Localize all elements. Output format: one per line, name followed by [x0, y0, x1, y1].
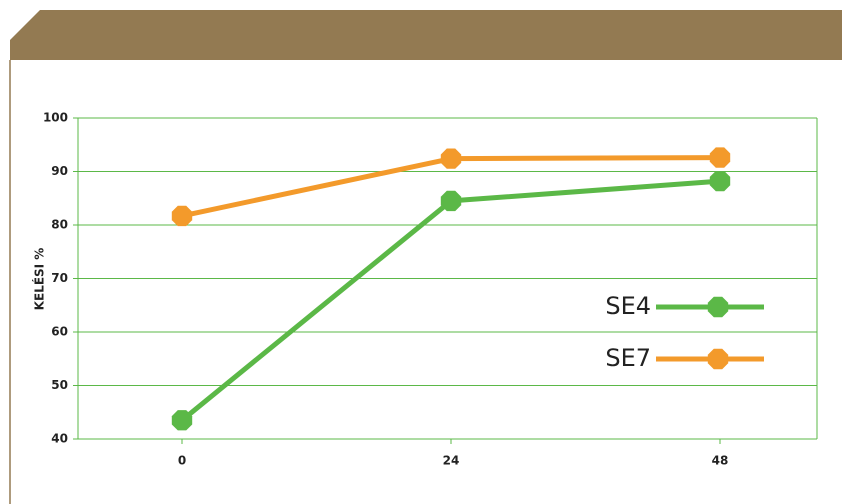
x-tick-label: 48 [712, 454, 729, 468]
y-tick-label: 80 [51, 218, 68, 232]
header-band [10, 10, 842, 60]
x-tick-label: 24 [443, 454, 460, 468]
point-marker [709, 147, 731, 168]
y-tick-label: 100 [43, 111, 68, 125]
y-tick-label: 40 [51, 432, 68, 446]
point-marker [171, 205, 193, 227]
x-tick-label: 0 [178, 454, 186, 468]
y-axis-label: KELÉSI % [32, 248, 47, 311]
y-tick-label: 50 [51, 378, 68, 392]
y-tick-label: 60 [51, 325, 68, 339]
y-tick-label: 90 [51, 164, 68, 178]
legend-marker [707, 348, 729, 370]
legend-label: SE7 [605, 344, 651, 372]
point-marker [709, 171, 731, 192]
point-marker [171, 410, 193, 431]
point-marker [440, 190, 462, 212]
y-tick-label: 70 [51, 271, 68, 285]
point-marker [440, 148, 462, 169]
legend-label: SE4 [605, 292, 651, 320]
legend-marker [707, 296, 729, 318]
